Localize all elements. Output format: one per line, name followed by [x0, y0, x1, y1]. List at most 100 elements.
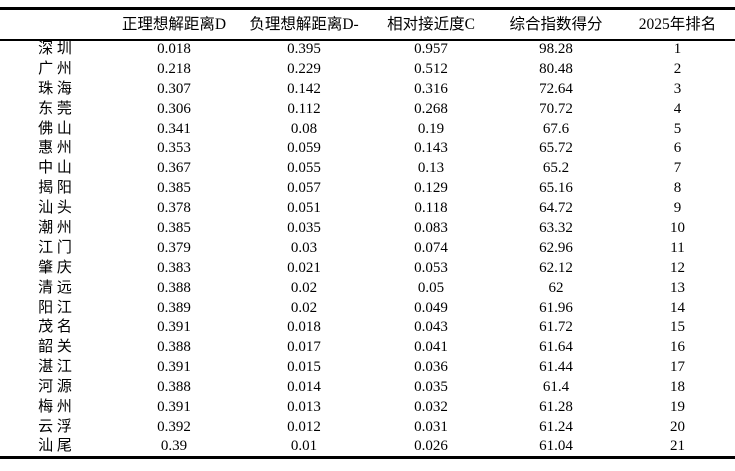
relative-closeness-cell: 0.512: [414, 60, 448, 77]
relative-closeness-cell: 0.053: [414, 259, 448, 276]
relative-closeness-cell: 0.13: [417, 160, 445, 177]
document-page: 正理想解距离D 负理想解距离D- 相对接近度C 综合指数得分 2025年排名 深…: [0, 7, 735, 459]
table-row: 阳 江 0.389 0.02 0.049 61.96 14: [0, 298, 735, 318]
positive-ideal-distance-cell: 0.39: [160, 438, 188, 454]
header-row: 正理想解距离D 负理想解距离D- 相对接近度C 综合指数得分 2025年排名: [0, 9, 735, 40]
city-name-cell: 茂 名: [38, 319, 72, 336]
table-row: 湛 江 0.391 0.015 0.036 61.44 17: [0, 358, 735, 378]
relative-closeness-cell: 0.19: [417, 120, 445, 137]
negative-ideal-distance-cell: 0.035: [287, 219, 321, 236]
negative-ideal-distance-cell: 0.142: [287, 80, 321, 97]
negative-ideal-distance-cell: 0.017: [287, 339, 321, 356]
city-name-cell: 云 浮: [38, 418, 72, 435]
negative-ideal-distance-cell: 0.02: [290, 299, 318, 316]
table-row: 汕 尾 0.39 0.01 0.026 61.04 21: [0, 437, 735, 457]
composite-score-cell: 61.04: [539, 438, 573, 454]
composite-score-cell: 65.72: [539, 140, 573, 157]
city-name-cell: 深 圳: [38, 41, 72, 58]
col-header-composite-score: 综合指数得分: [509, 15, 603, 33]
col-header-positive-ideal-distance: 正理想解距离D: [121, 15, 227, 33]
relative-closeness-cell: 0.957: [414, 41, 448, 58]
rank-cell: 10: [670, 219, 685, 236]
rank-cell: 7: [673, 160, 682, 177]
city-name-cell: 广 州: [38, 60, 72, 77]
table-row: 江 门 0.379 0.03 0.074 62.96 11: [0, 238, 735, 258]
composite-score-cell: 62: [548, 279, 564, 296]
negative-ideal-distance-cell: 0.08: [290, 120, 318, 137]
positive-ideal-distance-cell: 0.385: [157, 180, 191, 197]
rank-cell: 6: [673, 140, 682, 157]
composite-score-cell: 70.72: [539, 100, 573, 117]
rank-cell: 14: [670, 299, 685, 316]
col-header-city: [0, 9, 110, 40]
positive-ideal-distance-cell: 0.388: [157, 339, 191, 356]
composite-score-cell: 67.6: [542, 120, 570, 137]
negative-ideal-distance-cell: 0.014: [287, 379, 321, 396]
composite-score-cell: 63.32: [539, 219, 573, 236]
composite-score-cell: 61.96: [539, 299, 573, 316]
relative-closeness-cell: 0.031: [414, 418, 448, 435]
table-row: 汕 头 0.378 0.051 0.118 64.72 9: [0, 199, 735, 219]
city-name-cell: 阳 江: [38, 299, 72, 316]
negative-ideal-distance-cell: 0.059: [287, 140, 321, 157]
positive-ideal-distance-cell: 0.388: [157, 379, 191, 396]
table-row: 深 圳 0.018 0.395 0.957 98.28 1: [0, 40, 735, 60]
composite-score-cell: 61.24: [539, 418, 573, 435]
composite-score-cell: 61.64: [539, 339, 573, 356]
rank-cell: 15: [670, 319, 685, 336]
table-row: 东 莞 0.306 0.112 0.268 70.72 4: [0, 99, 735, 119]
rank-cell: 12: [670, 259, 685, 276]
positive-ideal-distance-cell: 0.218: [157, 60, 191, 77]
rank-cell: 20: [670, 418, 685, 435]
table-row: 河 源 0.388 0.014 0.035 61.4 18: [0, 378, 735, 398]
positive-ideal-distance-cell: 0.018: [157, 41, 191, 58]
rank-cell: 18: [670, 379, 685, 396]
city-name-cell: 河 源: [38, 379, 72, 396]
positive-ideal-distance-cell: 0.383: [157, 259, 191, 276]
composite-score-cell: 80.48: [539, 60, 573, 77]
relative-closeness-cell: 0.035: [414, 379, 448, 396]
relative-closeness-cell: 0.316: [414, 80, 448, 97]
table-row: 佛 山 0.341 0.08 0.19 67.6 5: [0, 119, 735, 139]
composite-score-cell: 61.28: [539, 398, 573, 415]
positive-ideal-distance-cell: 0.378: [157, 200, 191, 217]
city-name-cell: 江 门: [38, 239, 72, 256]
topsis-ranking-table: 正理想解距离D 负理想解距离D- 相对接近度C 综合指数得分 2025年排名 深…: [0, 7, 735, 459]
relative-closeness-cell: 0.143: [414, 140, 448, 157]
rank-cell: 2: [673, 60, 682, 77]
composite-score-cell: 61.44: [539, 359, 573, 376]
negative-ideal-distance-cell: 0.012: [287, 418, 321, 435]
negative-ideal-distance-cell: 0.051: [287, 200, 321, 217]
col-header-negative-ideal-distance: 负理想解距离D-: [249, 15, 359, 33]
table-row: 潮 州 0.385 0.035 0.083 63.32 10: [0, 219, 735, 239]
relative-closeness-cell: 0.032: [414, 398, 448, 415]
table-row: 揭 阳 0.385 0.057 0.129 65.16 8: [0, 179, 735, 199]
rank-cell: 16: [670, 339, 685, 356]
positive-ideal-distance-cell: 0.389: [157, 299, 191, 316]
city-name-cell: 中 山: [38, 160, 72, 177]
city-name-cell: 汕 尾: [38, 438, 72, 454]
rank-cell: 9: [673, 200, 682, 217]
positive-ideal-distance-cell: 0.392: [157, 418, 191, 435]
relative-closeness-cell: 0.074: [414, 239, 448, 256]
positive-ideal-distance-cell: 0.353: [157, 140, 191, 157]
positive-ideal-distance-cell: 0.388: [157, 279, 191, 296]
composite-score-cell: 62.96: [539, 239, 573, 256]
relative-closeness-cell: 0.268: [414, 100, 448, 117]
table-row: 云 浮 0.392 0.012 0.031 61.24 20: [0, 417, 735, 437]
rank-cell: 17: [670, 359, 685, 376]
relative-closeness-cell: 0.118: [414, 200, 448, 217]
col-header-relative-closeness: 相对接近度C: [387, 15, 475, 33]
positive-ideal-distance-cell: 0.367: [157, 160, 191, 177]
city-name-cell: 梅 州: [38, 398, 72, 415]
composite-score-cell: 61.4: [542, 379, 570, 396]
composite-score-cell: 98.28: [539, 41, 573, 58]
composite-score-cell: 64.72: [539, 200, 573, 217]
city-name-cell: 肇 庆: [38, 259, 72, 276]
rank-cell: 13: [670, 279, 685, 296]
positive-ideal-distance-cell: 0.391: [157, 398, 191, 415]
city-name-cell: 佛 山: [38, 120, 72, 137]
composite-score-cell: 65.16: [539, 180, 573, 197]
relative-closeness-cell: 0.049: [414, 299, 448, 316]
rank-cell: 1: [673, 41, 682, 58]
